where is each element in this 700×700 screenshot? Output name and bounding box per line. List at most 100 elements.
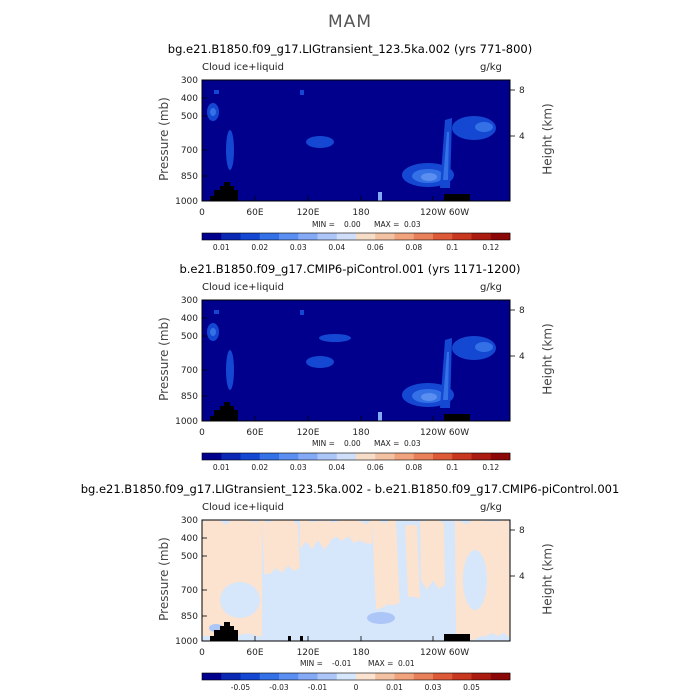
y-tick-label: 500	[181, 332, 198, 342]
colorbar-swatch	[471, 453, 492, 460]
colorbar-swatch	[336, 453, 357, 460]
x-tick-label: 120W	[420, 428, 446, 438]
panel-1: 300 400 500 700 850 1000 8 4 0 60E 120E 180 120W 60W 0…	[175, 76, 525, 252]
panel-2-title: b.e21.B1850.f09_g17.CMIP6-piControl.001 …	[179, 262, 521, 276]
anomaly-positive-band	[330, 520, 372, 545]
anomaly-positive-band	[372, 520, 400, 610]
colorbar-swatch	[413, 673, 434, 680]
panel-3-min-label: MIN =	[300, 659, 323, 668]
colorbar-label: 0.04	[328, 463, 345, 472]
panel-1-max-label: MAX =	[374, 220, 400, 229]
colorbar-swatch	[317, 233, 338, 240]
y-tick-label: 500	[181, 112, 198, 122]
y-right-tick-label: 8	[519, 306, 525, 316]
y-tick-label: 400	[181, 314, 198, 324]
y-tick-label: 1000	[175, 197, 198, 207]
y-right-tick-label: 4	[519, 132, 525, 142]
x-tick-label: 120E	[297, 428, 320, 438]
colorbar-swatch	[202, 233, 222, 240]
colorbar-swatch	[452, 673, 472, 680]
colorbar-swatch	[433, 673, 453, 680]
y-tick-label: 400	[181, 94, 198, 104]
x-tick-label: 0	[199, 648, 205, 658]
x-tick-label: 60W	[449, 648, 469, 658]
colorbar-label: 0.1	[446, 463, 458, 472]
colorbar-swatch	[317, 453, 338, 460]
colorbar-swatch	[452, 453, 472, 460]
colorbar-swatch	[298, 233, 318, 240]
y-right-tick-label: 4	[519, 572, 525, 582]
panel-1-min-label: MIN =	[312, 220, 335, 229]
y-tick-label: 300	[181, 296, 198, 306]
colorbar-label: -0.01	[308, 683, 328, 692]
y-tick-label: 700	[181, 146, 198, 156]
panel-3-title: bg.e21.B1850.f09_g17.LIGtransient_123.5k…	[80, 482, 620, 496]
colorbar-swatch	[336, 233, 357, 240]
anomaly-negative-central-pacific	[367, 612, 395, 624]
contour-upper-cloud-core	[475, 122, 493, 132]
panel-2-field	[202, 300, 510, 421]
colorbar-swatch	[202, 673, 222, 680]
colorbar-swatch	[452, 233, 472, 240]
anomaly-positive-band	[262, 520, 300, 575]
colorbar-label: 0.12	[482, 463, 499, 472]
colorbar: 0.01 0.02 0.03 0.04 0.06 0.08 0.1 0.12	[201, 232, 511, 252]
panel-2-max-label: MAX =	[374, 439, 400, 448]
colorbar-label: 0.05	[463, 683, 480, 692]
colorbar-swatch	[471, 673, 492, 680]
colorbar-swatch	[394, 233, 415, 240]
y-right-tick-label: 8	[519, 86, 525, 96]
colorbar-swatch	[433, 233, 453, 240]
colorbar-swatch	[490, 233, 511, 240]
colorbar-label: 0.08	[405, 463, 422, 472]
topography-africa	[210, 402, 238, 421]
x-tick-label: 120E	[297, 648, 320, 658]
anomaly-positive-band	[202, 520, 262, 641]
contour-west-pacific-upper	[319, 334, 351, 342]
anomaly-negative-patch	[220, 582, 260, 618]
colorbar-label: 0.02	[251, 243, 268, 252]
x-tick-label: 60E	[246, 428, 263, 438]
topography-africa	[210, 182, 238, 201]
contour-west-pacific	[306, 356, 334, 368]
anomaly-negative-patch	[463, 550, 487, 610]
colorbar-swatch	[375, 233, 395, 240]
panel-2-min-label: MIN =	[312, 439, 335, 448]
contour-small-cell	[214, 90, 219, 94]
x-tick-label: 180	[352, 648, 369, 658]
colorbar-label: -0.03	[269, 683, 289, 692]
colorbar-swatch	[259, 673, 280, 680]
colorbar-swatch	[490, 453, 511, 460]
colorbar-swatch	[413, 233, 434, 240]
colorbar: 0.01 0.02 0.03 0.04 0.06 0.08 0.1 0.12	[201, 452, 511, 472]
colorbar-swatch	[221, 453, 241, 460]
topography-andes	[444, 414, 470, 421]
x-tick-label: 0	[199, 208, 205, 218]
contour-plume-core	[443, 132, 449, 180]
topography-small	[288, 636, 291, 641]
panel-3-max-label: MAX =	[368, 659, 394, 668]
colorbar-swatch	[490, 673, 511, 680]
y-right-tick-label: 4	[519, 352, 525, 362]
colorbar-label: 0.08	[405, 243, 422, 252]
anomaly-positive-band	[405, 525, 420, 600]
colorbar-label: 0.06	[367, 243, 384, 252]
colorbar-frame	[201, 232, 511, 241]
contour-small-cell	[378, 192, 382, 201]
colorbar-frame	[201, 672, 511, 681]
colorbar-swatch	[394, 673, 415, 680]
colorbar-label: 0.01	[386, 683, 403, 692]
topography-andes	[444, 634, 470, 641]
colorbar-swatch	[317, 673, 338, 680]
colorbar-swatch	[240, 233, 261, 240]
y-tick-label: 850	[181, 172, 198, 182]
colorbar-swatch	[471, 233, 492, 240]
contour-small-cell	[214, 310, 219, 314]
contour-small-cell	[378, 412, 382, 421]
colorbar-swatch	[375, 453, 395, 460]
colorbar-swatch	[240, 673, 261, 680]
y-tick-label: 700	[181, 366, 198, 376]
colorbar-swatch	[375, 673, 395, 680]
y-tick-label: 1000	[175, 417, 198, 427]
colorbar-label: 0.06	[367, 463, 384, 472]
